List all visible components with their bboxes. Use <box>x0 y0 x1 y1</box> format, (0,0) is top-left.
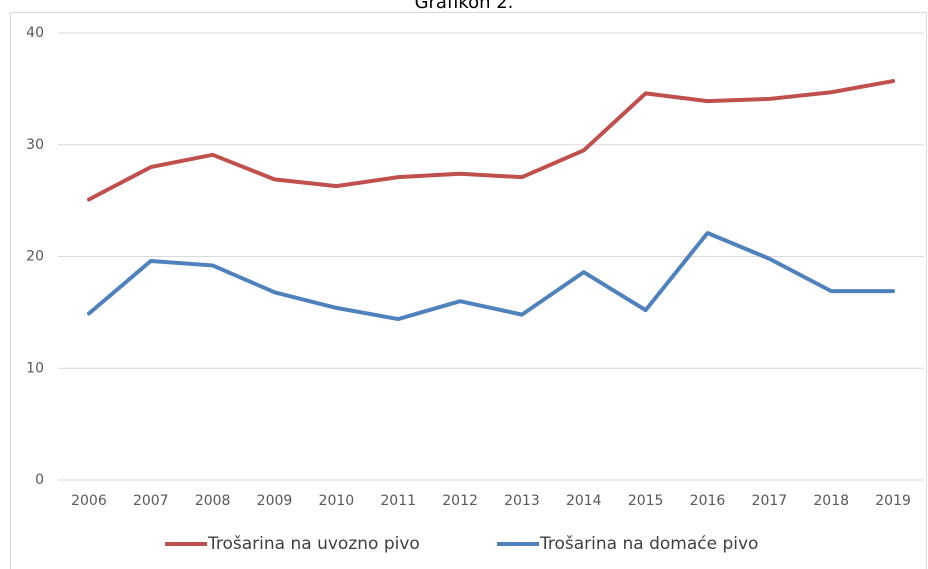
x-tick-label: 2011 <box>380 493 416 509</box>
x-tick-label: 2018 <box>813 493 849 509</box>
y-tick-label: 40 <box>26 25 44 41</box>
chart-title: Grafikon 2. <box>415 0 514 13</box>
y-tick-label: 10 <box>26 360 44 376</box>
y-tick-label: 20 <box>26 249 44 265</box>
x-tick-label: 2013 <box>504 493 540 509</box>
x-tick-label: 2014 <box>566 493 602 509</box>
x-tick-label: 2006 <box>71 493 107 509</box>
chart-frame <box>10 12 927 569</box>
x-tick-label: 2019 <box>875 493 911 509</box>
x-tick-label: 2017 <box>752 493 788 509</box>
x-tick-label: 2007 <box>133 493 169 509</box>
y-tick-label: 30 <box>26 137 44 153</box>
x-tick-label: 2009 <box>257 493 293 509</box>
x-tick-label: 2015 <box>628 493 664 509</box>
series-line <box>86 231 896 322</box>
legend-label: Trošarina na uvozno pivo <box>207 534 420 554</box>
y-tick-label: 0 <box>35 472 44 488</box>
x-tick-label: 2016 <box>690 493 726 509</box>
series-line <box>86 79 896 202</box>
legend-label: Trošarina na domaće pivo <box>539 534 758 554</box>
x-tick-label: 2012 <box>442 493 478 509</box>
x-tick-label: 2008 <box>195 493 231 509</box>
x-tick-label: 2010 <box>319 493 355 509</box>
